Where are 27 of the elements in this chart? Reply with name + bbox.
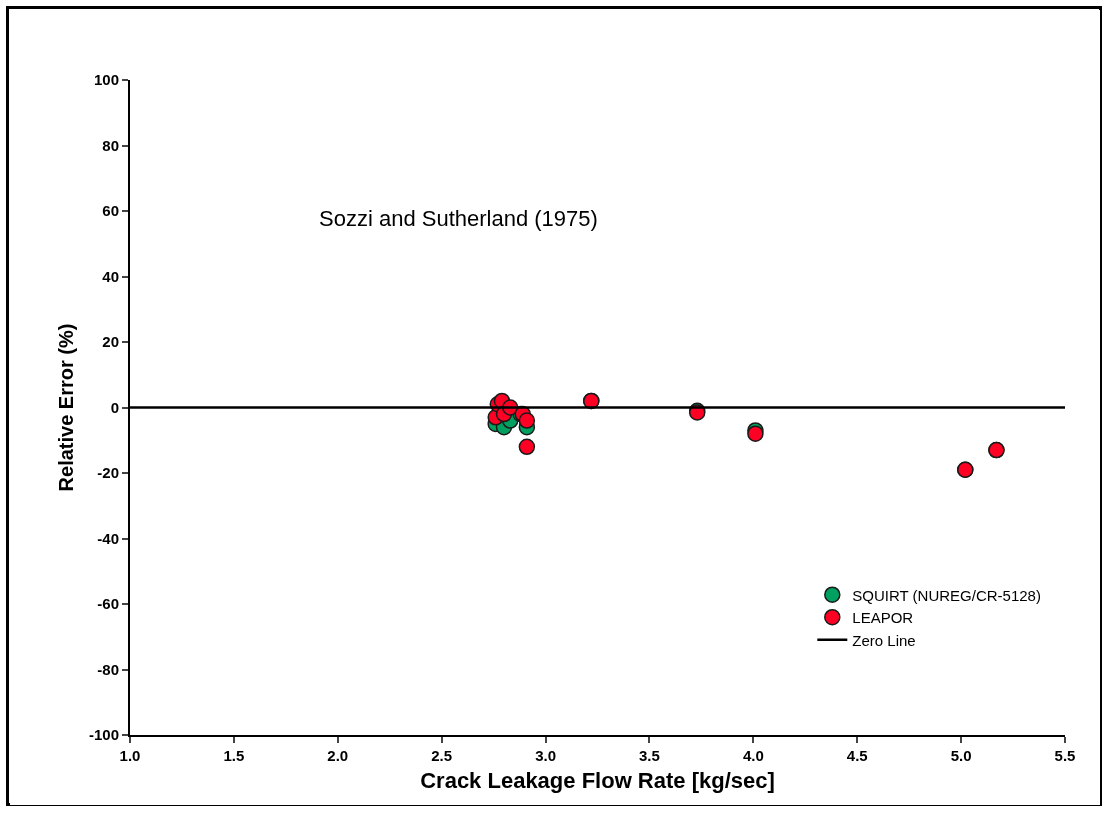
y-tick-label: -100 [88,726,119,744]
y-tick-label: 20 [102,333,119,351]
x-tick-label: 5.5 [1054,747,1076,764]
y-tick-label: 40 [102,267,119,285]
y-tick-label: 80 [102,136,119,154]
y-tick-label: -40 [97,529,119,547]
legend-label: Zero Line [852,631,916,649]
legend-label: SQUIRT (NUREG/CR-5128) [852,586,1041,604]
x-tick-label: 1.0 [119,747,141,764]
y-axis-title: Relative Error (%) [54,323,77,492]
x-tick-label: 4.5 [846,747,868,764]
y-tick-label: 60 [102,202,119,220]
x-tick-label: 4.0 [742,747,764,764]
x-tick-label: 2.0 [327,747,349,764]
y-tick-label: -60 [97,595,119,613]
x-tick-label: 2.5 [431,747,453,764]
x-tick-label: 1.5 [223,747,245,764]
x-tick-label: 5.0 [950,747,972,764]
y-tick-label: 0 [110,398,119,416]
x-tick-label: 3.5 [639,747,660,764]
y-tick-label: -20 [97,464,119,482]
x-tick-label: 3.0 [535,747,556,764]
y-tick-label: -80 [97,660,119,678]
x-axis-title: Crack Leakage Flow Rate [kg/sec] [420,768,775,794]
legend-label: LEAPOR [852,609,914,626]
y-tick-label: 100 [93,71,119,89]
annotation: Sozzi and Sutherland (1975) [319,206,598,231]
